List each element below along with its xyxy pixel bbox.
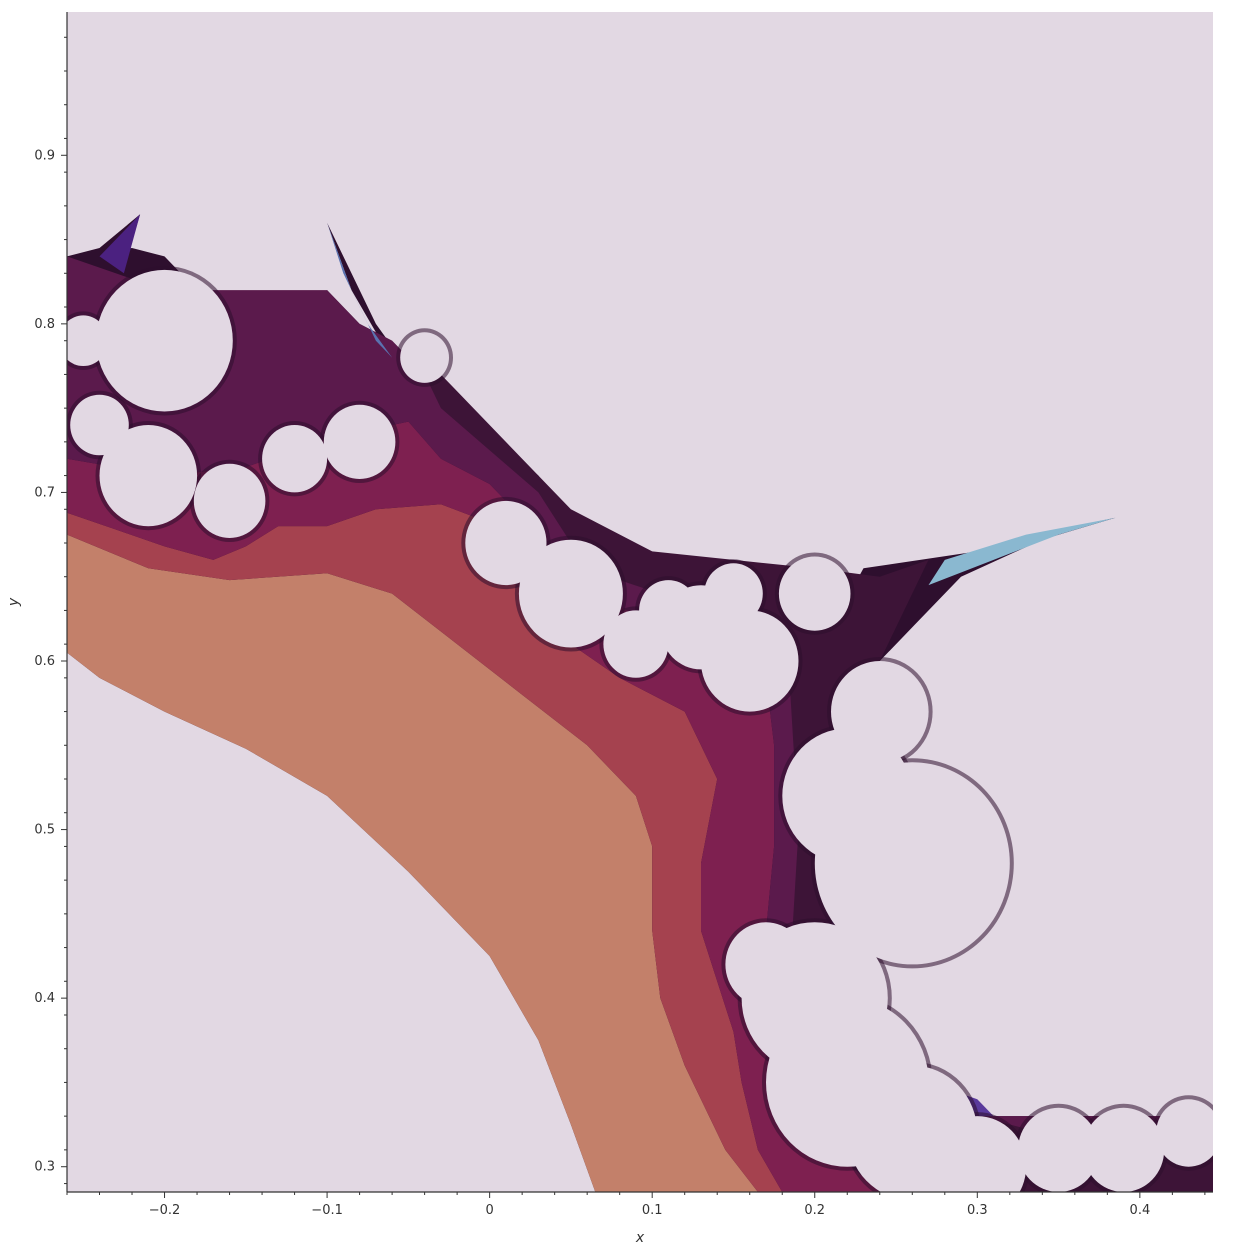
fractal-lobe-20 — [1083, 1107, 1165, 1192]
fractal-lobe-5 — [465, 500, 547, 586]
fractal-lobe-24 — [400, 332, 449, 383]
x-tick-label: 0 — [485, 1203, 493, 1218]
fractal-lobe-2 — [193, 463, 266, 538]
x-tick-label: 0.3 — [967, 1203, 988, 1218]
fractal-spike-1 — [99, 214, 141, 274]
y-tick-label: 0.7 — [34, 485, 55, 500]
x-tick-label: 0.1 — [642, 1203, 663, 1218]
x-tick-label: −0.2 — [149, 1203, 181, 1218]
fractal-lobe-25 — [70, 394, 129, 456]
fractal-lobe-13 — [814, 762, 1010, 965]
fractal-boundary-3 — [814, 517, 1116, 695]
fractal-lobe-4 — [323, 404, 396, 479]
fractal-lobe-18 — [928, 1116, 1027, 1192]
fractal-lobe-19 — [1018, 1107, 1100, 1192]
x-tick-label: 0.4 — [1130, 1203, 1151, 1218]
fractal-layer — [67, 214, 1213, 1192]
fractal-lobe-23 — [660, 585, 742, 670]
x-tick-label: 0.2 — [804, 1203, 825, 1218]
escape-band-1 — [67, 534, 758, 1192]
fractal-lobe-26 — [67, 315, 108, 366]
fractal-lobe-6 — [518, 539, 623, 648]
y-tick-label: 0.8 — [34, 317, 55, 332]
fractal-lobe-3 — [262, 425, 328, 493]
y-tick-label: 0.3 — [34, 1160, 55, 1175]
fractal-lobe-1 — [99, 425, 198, 527]
y-tick-label: 0.4 — [34, 991, 55, 1006]
fractal-lobe-21 — [1156, 1099, 1213, 1167]
axes-layer: −0.2 −0.1 0 0.1 0.2 0.3 0.4 0.3 0.4 0.5 0.6 0.7 0.8 0… — [34, 12, 1213, 1218]
y-tick-label: 0.5 — [34, 823, 55, 838]
y-tick-label: 0.9 — [34, 148, 55, 163]
escape-band-2 — [67, 504, 783, 1192]
x-tick-label: −0.1 — [311, 1203, 343, 1218]
y-tick-label: 0.6 — [34, 654, 55, 669]
fractal-lobe-15 — [725, 922, 807, 1007]
x-axis-label: x — [635, 1230, 645, 1246]
fractal-lobe-0 — [96, 269, 233, 412]
fractal-lobe-10 — [778, 556, 851, 631]
y-axis-label: y — [6, 597, 22, 607]
